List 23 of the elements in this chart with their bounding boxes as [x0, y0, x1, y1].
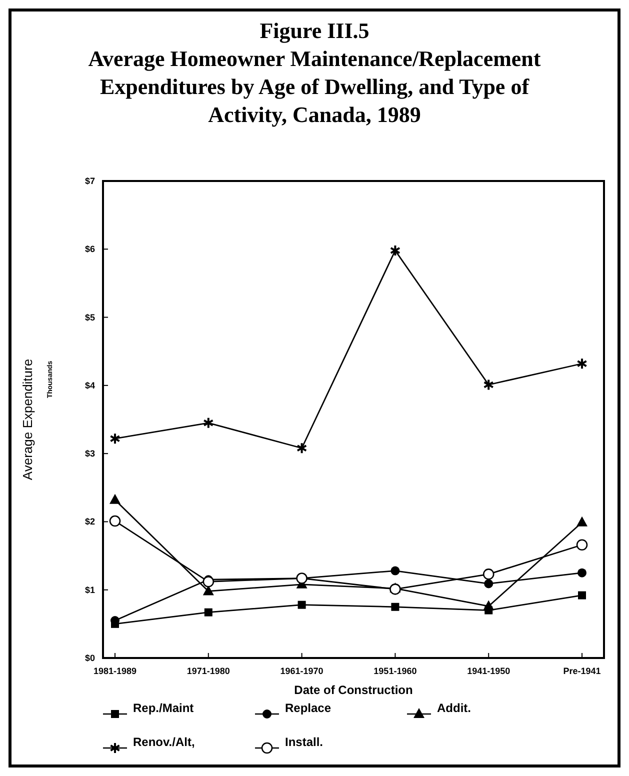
x-tick-label: 1961-1970 — [280, 666, 324, 676]
x-tick-label: 1951-1960 — [374, 666, 417, 676]
chart-title: Figure III.5 — [260, 18, 370, 43]
legend-label: Replace — [285, 701, 332, 715]
x-tick-label: 1981-1989 — [93, 666, 137, 676]
y-tick-label: $1 — [84, 584, 95, 595]
y-tick-label: $6 — [84, 244, 95, 254]
x-tick-label: Pre-1941 — [563, 666, 601, 676]
legend-label: Install. — [285, 735, 324, 749]
y-tick-label: $2 — [84, 516, 95, 527]
legend-label: Rep./Maint — [133, 701, 194, 715]
legend-label: Addit. — [437, 701, 471, 715]
chart-subtitle: Average Homeowner Maintenance/Replacement Expenditures by Age of Dwelling, and Type of Activity, Canada, 1989 — [88, 46, 542, 127]
y-tick-label: $7 — [84, 176, 95, 186]
x-tick-label: 1971-1980 — [186, 666, 230, 676]
legend-label: Renov./Alt, — [133, 735, 195, 749]
y-tick-label: $3 — [84, 448, 95, 459]
y-tick-label: $5 — [84, 312, 95, 322]
y-tick-label: $0 — [84, 653, 95, 663]
x-axis-title: Date of Construction — [294, 683, 413, 697]
y-tick-label: $4 — [84, 380, 95, 390]
y-axis-title: Average Expenditure — [20, 358, 35, 480]
x-tick-label: 1941-1950 — [467, 666, 510, 676]
